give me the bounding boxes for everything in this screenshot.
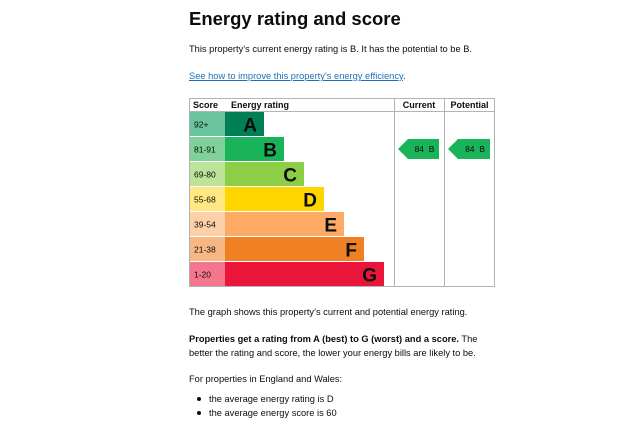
potential-rating-label: 84 B <box>465 144 485 154</box>
average-rating-item: the average energy rating is D <box>189 392 337 406</box>
region-text: For properties in England and Wales: <box>189 374 343 384</box>
energy-rating-graph: Score Energy rating Current Potential 92+ A 81… <box>189 98 495 287</box>
score-range-c: 69-80 <box>194 170 216 180</box>
header-score: Score <box>193 100 218 110</box>
rating-explanation-bold: Properties get a rating from A (best) to… <box>189 334 459 344</box>
band-letter-e: E <box>324 216 337 237</box>
current-rating-text: This property’s current energy rating is… <box>189 44 473 54</box>
average-ratings-list: the average energy rating is D the avera… <box>189 392 337 420</box>
score-cell-a <box>190 112 225 136</box>
band-bar-f <box>225 237 364 261</box>
improve-energy-link[interactable]: See how to improve this property’s energ… <box>189 71 403 81</box>
header-energy-rating: Energy rating <box>231 100 289 110</box>
band-letter-f: F <box>345 241 357 262</box>
score-range-d: 55-68 <box>194 195 216 205</box>
energy-rating-chart: Score Energy rating Current Potential 92+ A 81… <box>189 98 495 287</box>
score-cell-d <box>190 187 225 211</box>
score-cell-c <box>190 162 225 186</box>
band-letter-g: G <box>362 266 377 287</box>
band-letter-b: B <box>263 141 277 162</box>
header-potential: Potential <box>450 100 488 110</box>
potential-rating-arrow <box>448 139 490 159</box>
header-current: Current <box>403 100 436 110</box>
rating-explanation-rest: The better the rating and score, the low… <box>189 334 478 358</box>
rating-explanation: Properties get a rating from A (best) to… <box>189 332 499 360</box>
band-bar-b <box>225 137 284 161</box>
current-rating-label: 84 B <box>415 144 435 154</box>
page-title: Energy rating and score <box>189 8 401 29</box>
score-range-f: 21-38 <box>194 245 216 255</box>
current-rating-arrow <box>398 139 439 159</box>
band-bar-c <box>225 162 304 186</box>
band-bar-a <box>225 112 264 136</box>
band-letter-a: A <box>243 116 257 137</box>
average-score-item: the average energy score is 60 <box>189 406 337 420</box>
band-bar-d <box>225 187 324 211</box>
band-letter-c: C <box>283 166 297 187</box>
score-range-a: 92+ <box>194 120 208 130</box>
score-range-g: 1-20 <box>194 270 211 280</box>
band-bar-g <box>225 262 384 286</box>
score-cell-b <box>190 137 225 161</box>
band-bar-e <box>225 212 344 236</box>
improve-paragraph: See how to improve this property’s energ… <box>189 71 406 81</box>
score-cell-e <box>190 212 225 236</box>
score-range-e: 39-54 <box>194 220 216 230</box>
score-range-b: 81-91 <box>194 145 216 155</box>
score-cell-g <box>190 262 225 286</box>
band-letter-d: D <box>303 191 317 212</box>
score-cell-f <box>190 237 225 261</box>
graph-description: The graph shows this property’s current … <box>189 307 468 317</box>
